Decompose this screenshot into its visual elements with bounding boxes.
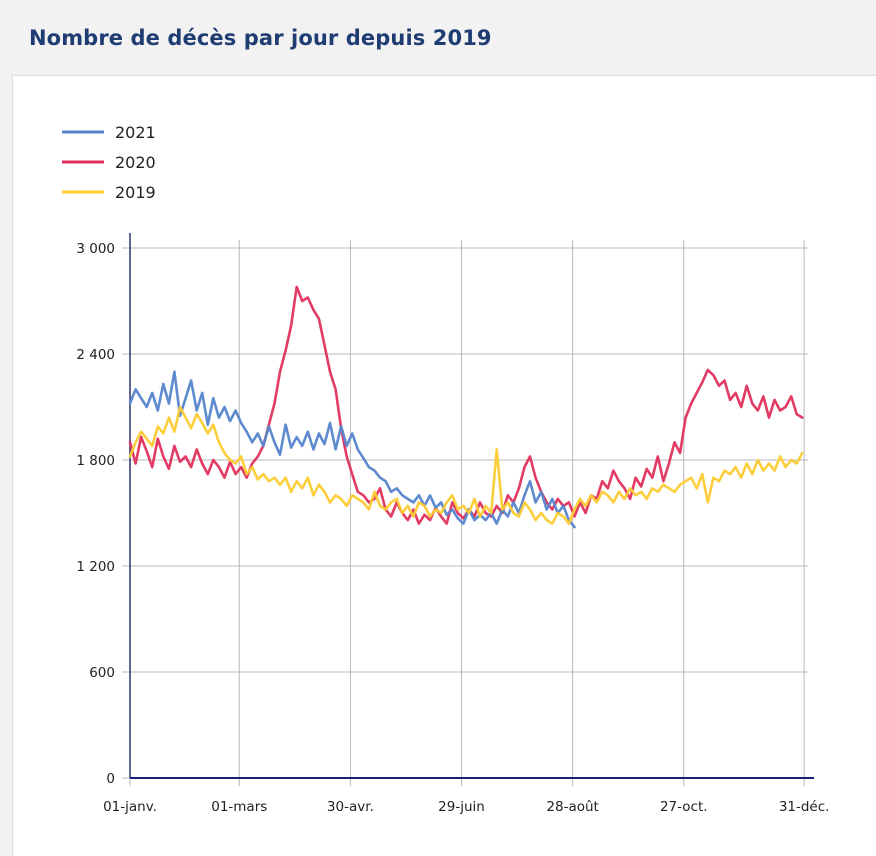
y-tick-label: 1 800 (76, 453, 115, 469)
series-line-2021 (128, 370, 576, 529)
y-axis-ticks: 0 600 1 200 1 800 2 400 3 000 (76, 241, 115, 787)
series-line-2019 (128, 405, 804, 525)
y-tick-label: 1 200 (76, 559, 115, 575)
x-tick-label: 29-juin (438, 799, 485, 815)
legend-label: 2020 (115, 153, 156, 172)
x-tick-label: 01-mars (211, 799, 267, 815)
gridlines (122, 240, 808, 786)
chart-card (12, 75, 876, 856)
x-tick-label: 01-janv. (103, 799, 157, 815)
series-line-2020 (128, 285, 804, 525)
x-axis-ticks: 01-janv. 01-mars 30-avr. 29-juin 28-août 27-o… (103, 799, 829, 815)
legend-label: 2021 (115, 123, 156, 142)
x-tick-label: 27-oct. (660, 799, 708, 815)
legend: 2021 2020 2019 (62, 123, 156, 202)
legend-label: 2019 (115, 183, 156, 202)
x-tick-label: 28-août (546, 799, 598, 815)
line-chart: 0 600 1 200 1 800 2 400 3 000 01-janv. 01-mars… (62, 123, 829, 815)
y-tick-label: 600 (89, 665, 115, 681)
axes (129, 233, 814, 779)
y-tick-label: 2 400 (76, 347, 115, 363)
y-tick-label: 0 (106, 771, 115, 787)
y-tick-label: 3 000 (76, 241, 115, 257)
page-title: Nombre de décès par jour depuis 2019 (29, 26, 492, 50)
x-tick-label: 31-déc. (779, 799, 830, 815)
x-tick-label: 30-avr. (327, 799, 374, 815)
series-lines (128, 285, 804, 529)
